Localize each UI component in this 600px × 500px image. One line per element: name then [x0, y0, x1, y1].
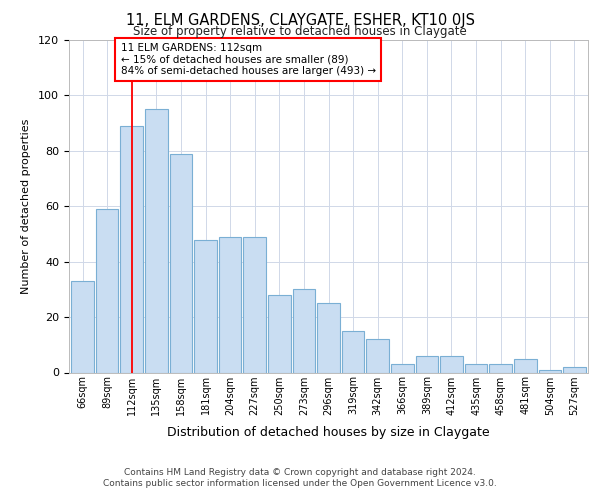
Text: 11, ELM GARDENS, CLAYGATE, ESHER, KT10 0JS: 11, ELM GARDENS, CLAYGATE, ESHER, KT10 0…	[125, 12, 475, 28]
Bar	[367, 339, 389, 372]
Bar	[539, 370, 561, 372]
Bar	[293, 290, 315, 372]
Bar	[490, 364, 512, 372]
Bar	[268, 295, 290, 372]
Bar	[416, 356, 438, 372]
Bar	[440, 356, 463, 372]
Bar	[121, 126, 143, 372]
Text: 11 ELM GARDENS: 112sqm
← 15% of detached houses are smaller (89)
84% of semi-det: 11 ELM GARDENS: 112sqm ← 15% of detached…	[121, 43, 376, 76]
Bar	[145, 110, 167, 372]
Bar	[317, 303, 340, 372]
Text: Contains HM Land Registry data © Crown copyright and database right 2024.
Contai: Contains HM Land Registry data © Crown c…	[103, 468, 497, 487]
Bar	[465, 364, 487, 372]
Bar	[244, 236, 266, 372]
Bar	[71, 281, 94, 372]
Bar	[96, 209, 118, 372]
Bar	[514, 358, 536, 372]
Y-axis label: Number of detached properties: Number of detached properties	[21, 118, 31, 294]
Bar	[342, 331, 364, 372]
X-axis label: Distribution of detached houses by size in Claygate: Distribution of detached houses by size …	[167, 426, 490, 439]
Text: Size of property relative to detached houses in Claygate: Size of property relative to detached ho…	[133, 25, 467, 38]
Bar	[391, 364, 413, 372]
Bar	[194, 240, 217, 372]
Bar	[219, 236, 241, 372]
Bar	[563, 367, 586, 372]
Bar	[170, 154, 192, 372]
